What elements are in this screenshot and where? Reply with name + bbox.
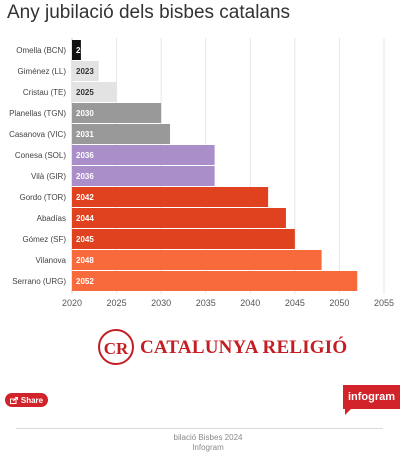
category-label: Vilà (GIR) [31,172,66,181]
bar [72,124,171,144]
x-tick-label: 2040 [240,298,260,308]
bar [72,103,162,123]
category-label: Giménez (LL) [18,67,67,76]
category-label: Gordo (TOR) [19,193,66,202]
x-tick-label: 2030 [151,298,171,308]
category-label: Conesa (SOL) [15,151,66,160]
x-tick-label: 2045 [285,298,305,308]
category-label: Omella (BCN) [16,46,66,55]
catalunya-religio-logo: CR CATALUNYA RELIGIÓ [96,327,347,369]
value-label: 2042 [76,193,94,202]
infogram-label: infogram [347,391,396,403]
category-label: Abadías [37,214,66,223]
bar [72,166,215,186]
bar [72,145,215,165]
share-label: Share [20,395,44,405]
value-label: 2030 [76,109,94,118]
bar [72,208,286,228]
logo-text: CATALUNYA RELIGIÓ [140,337,348,358]
bar [72,61,99,81]
x-tick-label: 2025 [107,298,127,308]
x-tick-label: 2035 [196,298,216,308]
share-button[interactable]: Share [5,393,48,407]
bar [72,271,358,291]
x-tick-label: 2020 [62,298,82,308]
category-label: Gómez (SF) [22,235,66,244]
value-label: 2048 [76,256,94,265]
bar [72,82,117,102]
footer-credit: Infogram [192,443,224,452]
value-label: 2044 [76,214,94,223]
value-label: 2031 [76,130,94,139]
infogram-badge[interactable]: infogram [343,385,400,415]
share-icon [9,396,18,404]
bar [72,229,295,249]
value-label: 2052 [76,277,94,286]
footer-divider [16,428,383,429]
category-label: Casanova (VIC) [9,130,66,139]
value-label: 2036 [76,172,94,181]
value-label: 2045 [76,235,94,244]
value-label: 2025 [76,88,94,97]
bar [72,187,269,207]
category-label: Planellas (TGN) [9,109,66,118]
value-label: 2036 [76,151,94,160]
bar-chart: 2020 2025 2030 2035 2040 2045 2050 2055 Omella (… [9,38,394,308]
x-tick-label: 2050 [329,298,349,308]
value-label: 2023 [76,67,94,76]
category-label: Cristau (TE) [23,88,66,97]
value-label: 2021 [76,46,94,55]
bar [72,40,81,60]
category-label: Vilanova [35,256,66,265]
svg-text:CR: CR [104,339,129,358]
x-tick-label: 2055 [374,298,394,308]
footer-caption: bilació Bisbes 2024 [173,433,243,442]
bar [72,250,322,270]
chart-title: Any jubilació dels bisbes catalans [7,2,291,23]
logo-emblem-icon: CR [98,329,134,365]
category-label: Serrano (URG) [12,277,66,286]
